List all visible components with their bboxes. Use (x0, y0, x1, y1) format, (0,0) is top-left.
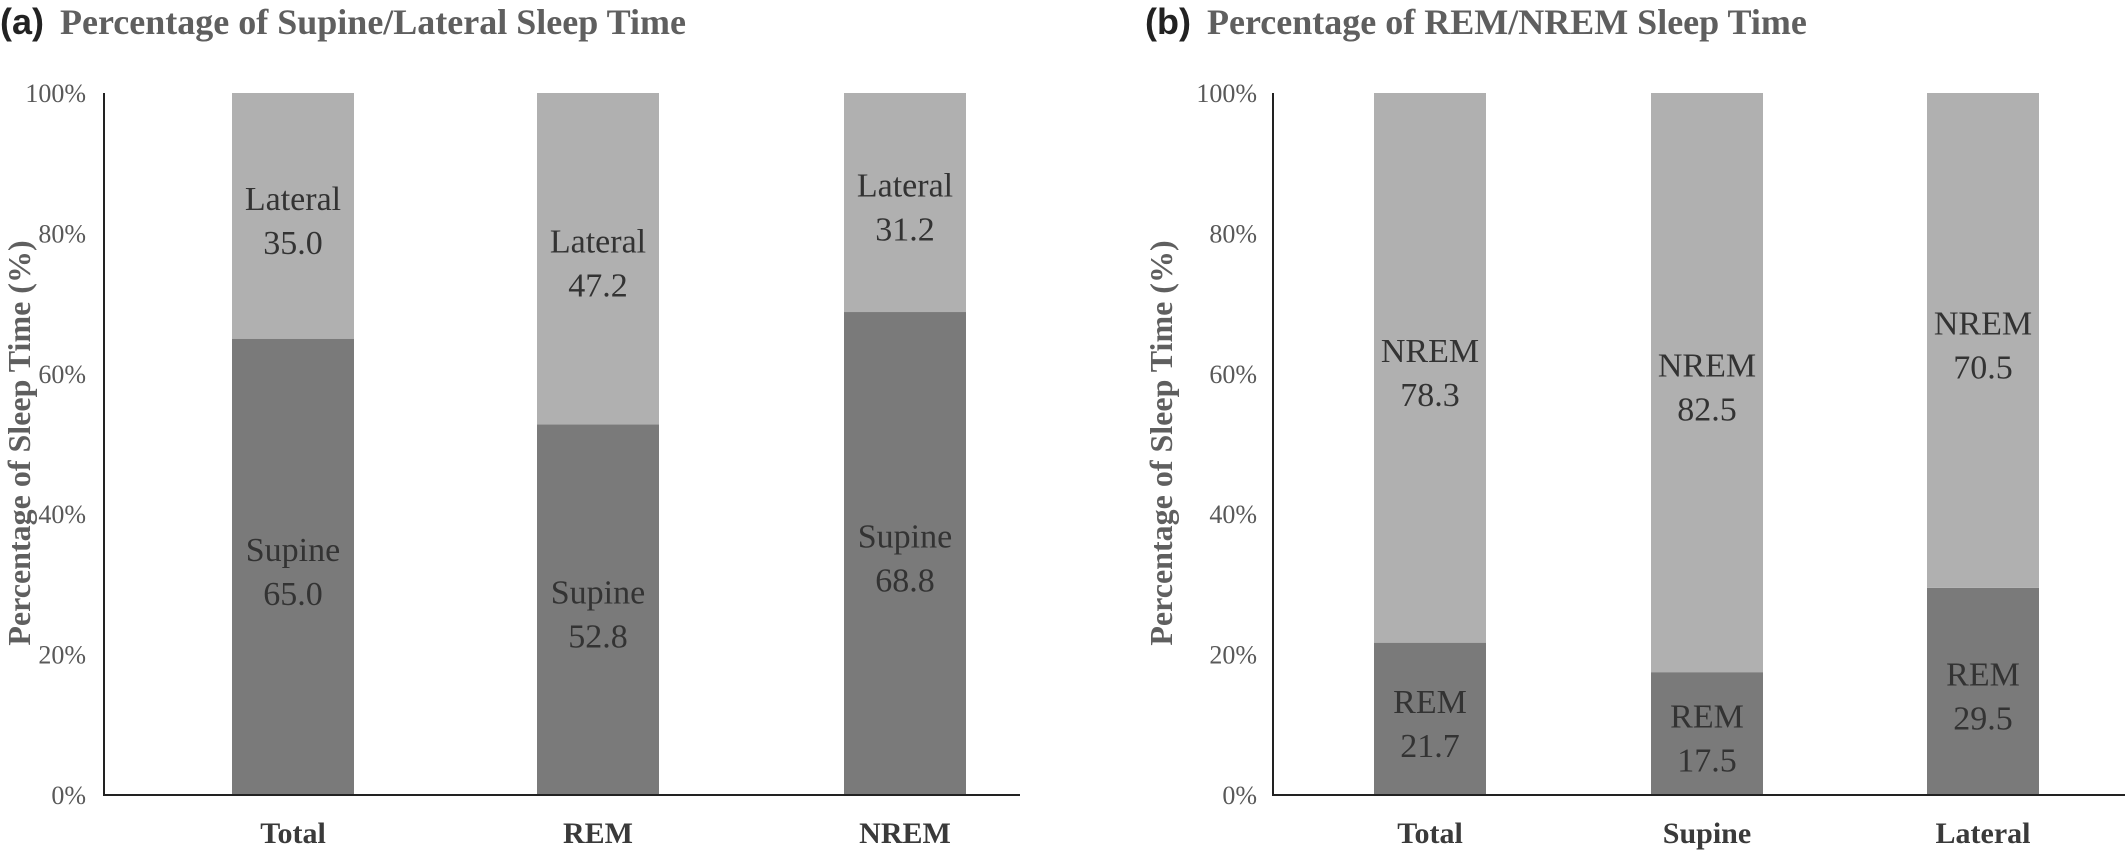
panel-a-bar-total-supine (232, 338, 354, 795)
panel-b-y-tick-label: 0% (1222, 781, 1257, 810)
panel-a-y-tick-label: 0% (51, 781, 86, 810)
panel-b-segment-labels: REM 21.7 NREM 78.3 REM 17.5 NREM 82.5 REM 29.5 NRE… (1381, 305, 2032, 779)
panel-b-segment-name: REM (1670, 699, 1744, 736)
panel-b-bar-supine-rem (1651, 672, 1763, 795)
panel-b-bar-lateral-nrem (1927, 93, 2039, 588)
panel-a-y-tick-label: 20% (38, 641, 86, 670)
panel-a-y-tick-label: 40% (38, 500, 86, 529)
panel-a-segment-labels: Supine 65.0 Lateral 35.0 Supine 52.8 Lateral 47… (245, 168, 953, 656)
panel-a-bar-nrem-supine (844, 312, 966, 795)
panel-a-segment-name: Supine (551, 575, 645, 612)
panel-b-y-tick-label: 20% (1209, 641, 1257, 670)
panel-a-segment-value: 65.0 (263, 576, 323, 613)
panel-a-bar-total-lateral (232, 93, 354, 339)
panel-b-segment-name: NREM (1934, 305, 2032, 342)
panel-b-segment-name: NREM (1658, 348, 1756, 385)
panel-a-segment-value: 47.2 (568, 268, 628, 305)
panel-a-segment-name: Supine (246, 532, 340, 569)
panel-b-title: Percentage of REM/NREM Sleep Time (1207, 2, 1807, 42)
panel-b-segment-value: 70.5 (1953, 349, 2013, 386)
panel-b-segment-value: 78.3 (1400, 377, 1460, 414)
panel-b-y-ticks: 0% 20% 40% 60% 80% 100% (1196, 79, 1257, 810)
panel-b-letter: (b) (1145, 1, 1191, 42)
panel-b-x-ticks: Total Supine Lateral (1397, 817, 2030, 850)
panel-b-segment-value: 17.5 (1677, 743, 1737, 780)
panel-a-y-tick-label: 80% (38, 219, 86, 248)
panel-a-segment-name: Lateral (857, 168, 953, 205)
panel-b-category-label: Lateral (1936, 817, 2031, 850)
panel-b-bar-total-rem (1374, 642, 1486, 795)
panel-a-bar-rem-supine (537, 424, 659, 795)
panel-a-letter: (a) (0, 1, 44, 42)
panel-a: (a) Percentage of Supine/Lateral Sleep T… (0, 1, 1020, 850)
panel-a-y-tick-label: 100% (25, 79, 86, 108)
panel-a-bar-nrem-lateral (844, 93, 966, 313)
panel-b-segment-value: 29.5 (1953, 700, 2013, 737)
svg-text:(a) Percentage of Supine: (a) Percentage of Supine/Lateral Sleep T… (0, 1, 686, 42)
panel-a-segment-name: Lateral (245, 181, 341, 218)
panel-a-segment-name: Supine (858, 519, 952, 556)
panel-b-y-axis-label: Percentage of Sleep Time (%) (1143, 240, 1179, 645)
panel-a-category-label: NREM (859, 817, 951, 850)
panel-b-y-tick-label: 100% (1196, 79, 1257, 108)
panel-b-segment-name: REM (1393, 684, 1467, 721)
panel-a-segment-value: 68.8 (875, 563, 935, 600)
panel-b-segment-name: REM (1946, 656, 2020, 693)
svg-text:(b) Percentage of REM/NR: (b) Percentage of REM/NREM Sleep Time (1145, 1, 1807, 42)
panel-b-y-tick-label: 80% (1209, 219, 1257, 248)
panel-b-bar-lateral-rem (1927, 587, 2039, 795)
panel-a-bars (232, 93, 966, 795)
panel-b-category-label: Supine (1663, 817, 1751, 850)
panel-a-segment-name: Lateral (550, 224, 646, 261)
panel-b-bar-supine-nrem (1651, 93, 1763, 673)
panel-a-category-label: Total (260, 817, 326, 850)
panel-a-segment-value: 31.2 (875, 212, 935, 249)
panel-b-y-tick-label: 60% (1209, 360, 1257, 389)
panel-a-category-label: REM (563, 817, 633, 850)
panel-a-segment-value: 52.8 (568, 619, 628, 656)
panel-a-segment-value: 35.0 (263, 225, 323, 262)
panel-a-y-tick-label: 60% (38, 360, 86, 389)
panel-b-segment-value: 21.7 (1400, 728, 1460, 765)
panel-b-y-tick-label: 40% (1209, 500, 1257, 529)
panel-a-y-ticks: 0% 20% 40% 60% 80% 100% (25, 79, 86, 810)
panel-b-bar-total-nrem (1374, 93, 1486, 643)
panel-b: (b) Percentage of REM/NREM Sleep Time Pe… (1143, 1, 2125, 850)
panel-a-bar-rem-lateral (537, 93, 659, 425)
panel-a-y-axis-label: Percentage of Sleep Time (%) (1, 240, 37, 645)
panel-b-bars (1374, 93, 2039, 795)
panel-b-segment-value: 82.5 (1677, 392, 1737, 429)
panel-b-category-label: Total (1397, 817, 1463, 850)
panel-a-title: Percentage of Supine/Lateral Sleep Time (60, 2, 686, 42)
panel-b-segment-name: NREM (1381, 333, 1479, 370)
panel-a-x-ticks: Total REM NREM (260, 817, 951, 850)
